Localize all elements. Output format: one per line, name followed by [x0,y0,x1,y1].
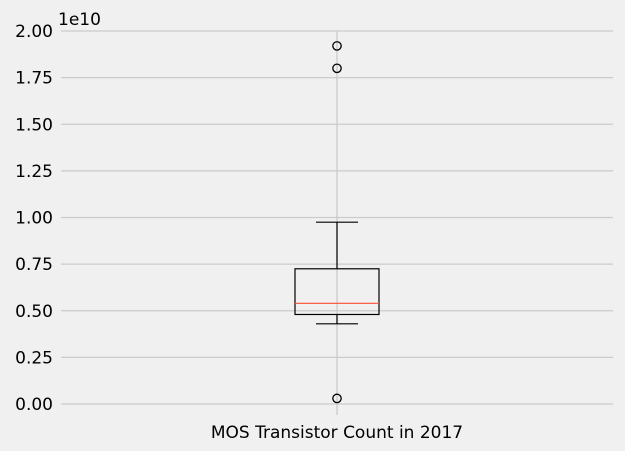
box-group [294,41,380,404]
y-tick-label: 1.75 [15,69,53,89]
y-tick-label: 0.00 [15,395,53,415]
x-axis: MOS Transistor Count in 2017 [211,423,463,443]
y-tick-label: 1.25 [15,162,53,182]
outlier-point [332,63,342,74]
box-plot-series [294,41,380,404]
y-tick-label: 2.00 [15,22,53,42]
box-iqr [294,268,380,316]
y-tick-label: 0.50 [15,302,53,322]
outlier-point [332,41,342,51]
outlier-point [332,393,342,404]
x-tick-label: MOS Transistor Count in 2017 [211,423,463,443]
y-axis-offset-label: 1e10 [58,10,101,30]
y-tick-label: 1.00 [15,209,53,229]
y-tick-label: 0.75 [15,255,53,275]
y-tick-label: 1.50 [15,115,53,135]
y-tick-label: 0.25 [15,348,53,368]
y-axis: 0.00 0.25 0.50 0.75 1.00 1.25 1.50 1.75 2.00 [15,22,53,415]
grid-lines [61,30,613,415]
